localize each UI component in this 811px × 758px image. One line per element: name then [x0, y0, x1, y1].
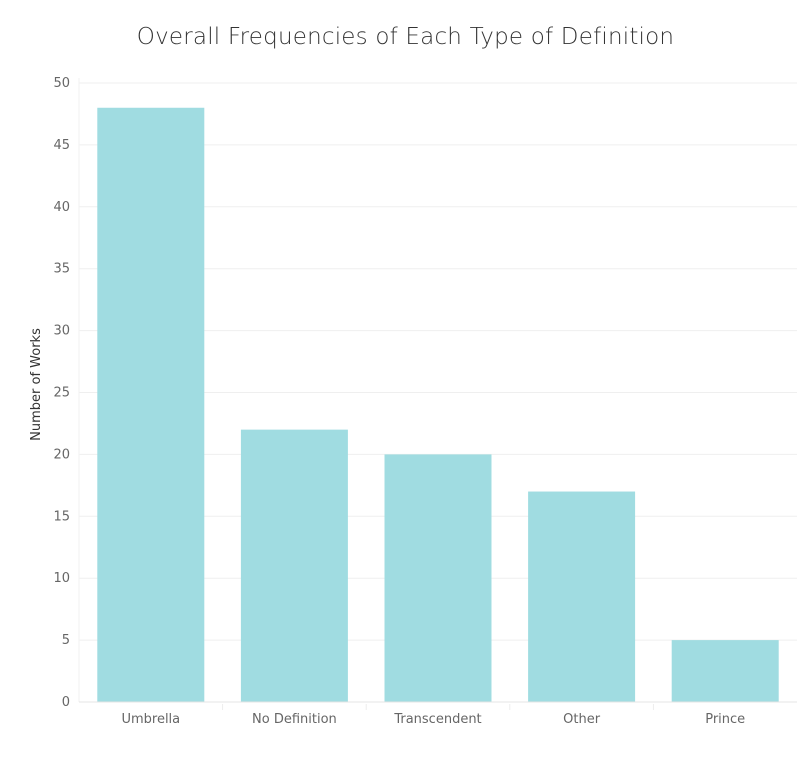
y-tick-label: 30 [53, 324, 70, 339]
y-axis-title: Number of Works [29, 328, 44, 441]
y-tick-label: 20 [53, 447, 70, 462]
x-tick-label: Umbrella [121, 712, 180, 727]
bar [384, 454, 492, 702]
y-tick-label: 0 [62, 695, 70, 710]
bar [240, 429, 348, 702]
y-tick-label: 25 [53, 386, 70, 401]
axes: 0 5 10 15 20 25 30 35 40 45 50 Umbrella No Definitio… [53, 76, 797, 727]
bars [97, 107, 779, 702]
bar [671, 640, 779, 702]
x-tick-label: Other [563, 712, 601, 727]
y-tick-label: 35 [53, 262, 70, 277]
y-tick-label: 40 [53, 200, 70, 215]
bar [97, 107, 205, 702]
y-tick-label: 45 [53, 138, 70, 153]
x-tick-label: No Definition [252, 712, 337, 727]
y-tick-label: 50 [53, 76, 70, 91]
x-tick-label: Prince [705, 712, 745, 727]
y-tick-label: 10 [53, 571, 70, 586]
x-tick-label: Transcendent [393, 712, 481, 727]
y-tick-label: 15 [53, 509, 70, 524]
chart-title: Overall Frequencies of Each Type of Defi… [136, 24, 675, 50]
bar [528, 491, 636, 702]
y-tick-label: 5 [62, 633, 70, 648]
